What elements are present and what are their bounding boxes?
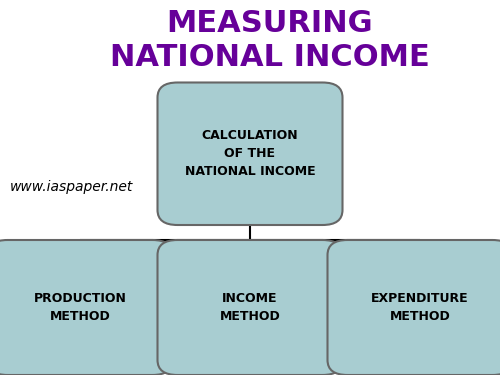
Text: www.iaspaper.net: www.iaspaper.net <box>10 180 134 195</box>
Text: NATIONAL INCOME: NATIONAL INCOME <box>110 43 430 72</box>
Text: INCOME
METHOD: INCOME METHOD <box>220 292 280 323</box>
Text: CALCULATION
OF THE
NATIONAL INCOME: CALCULATION OF THE NATIONAL INCOME <box>184 129 316 178</box>
Text: MEASURING: MEASURING <box>166 9 374 38</box>
FancyBboxPatch shape <box>0 240 172 375</box>
Text: PRODUCTION
METHOD: PRODUCTION METHOD <box>34 292 126 323</box>
FancyBboxPatch shape <box>158 240 342 375</box>
FancyBboxPatch shape <box>158 82 342 225</box>
Text: EXPENDITURE
METHOD: EXPENDITURE METHOD <box>371 292 469 323</box>
FancyBboxPatch shape <box>328 240 500 375</box>
